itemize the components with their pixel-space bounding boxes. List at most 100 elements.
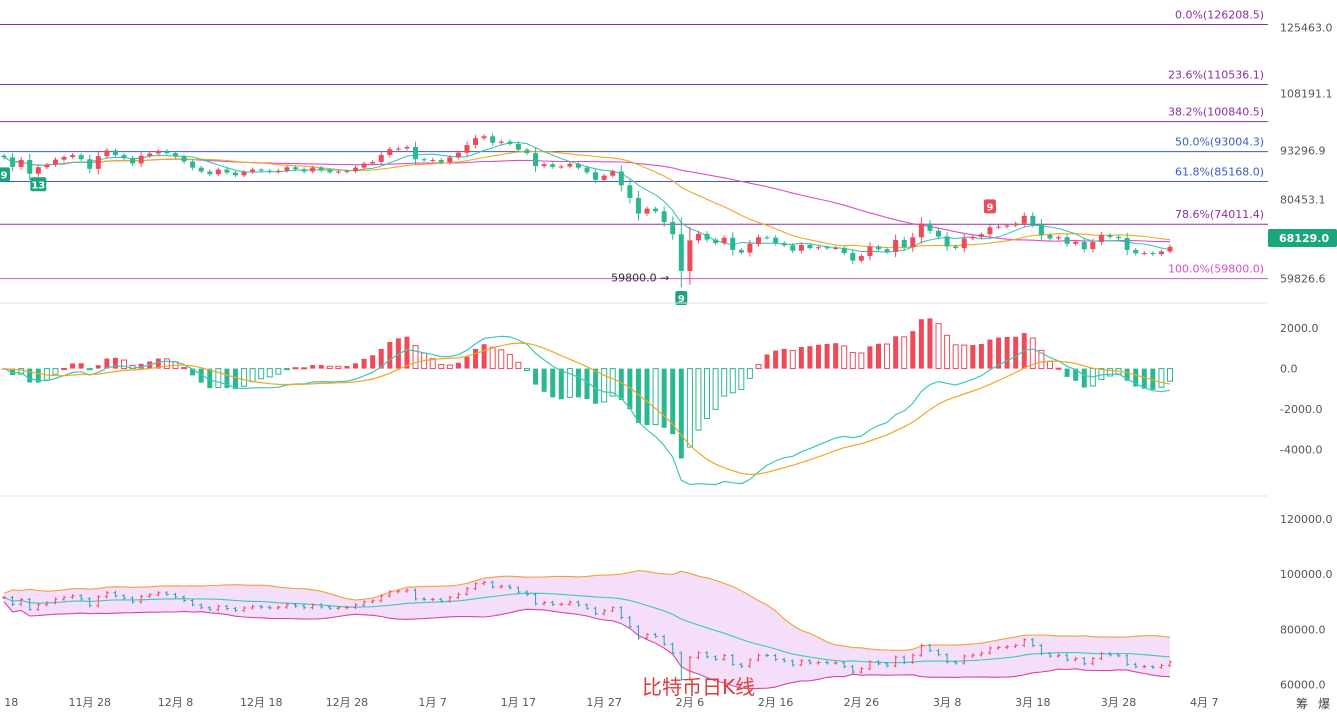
candle-body [515,143,521,150]
macd-bar [104,358,110,369]
price-y-tick: 80453.1 [1280,194,1326,207]
td-mark-label: 9 [678,294,685,305]
macd-bar [78,363,84,369]
macd-bar [61,367,68,370]
candle-body [507,141,513,144]
x-tick-label: 12月 8 [158,696,194,709]
macd-bar [292,367,299,370]
macd-bar [1167,368,1173,382]
candle-body [901,239,907,248]
bollinger-y-tick: 100000.0 [1280,568,1333,581]
candle-body [1,155,7,158]
candle-body [695,233,701,241]
candle-body [704,233,710,240]
macd-bar [695,368,702,431]
candle-body [438,160,444,163]
macd-bar [387,341,393,369]
candle-body [215,169,221,175]
price-tag: 68129.0 [1268,229,1337,247]
macd-bar [644,368,650,426]
td-mark: 9 [0,167,10,181]
macd-bar [70,363,76,369]
corner-mark-1[interactable]: 筹 [1296,697,1308,711]
candle-body [884,249,890,252]
candle-body [455,152,461,158]
candle-body [610,171,616,176]
macd-bar [1046,360,1053,370]
x-tick-label: 2月 16 [758,696,794,709]
td-mark-bg [0,167,10,182]
macd-y-tick: -2000.0 [1280,403,1322,416]
macd-bar [627,368,633,410]
macd-bar [541,368,547,392]
candle-body [678,234,684,271]
candle-body [1150,252,1156,255]
candle-body [747,243,753,253]
macd-bar [1081,368,1087,388]
macd-bar [996,337,1002,369]
candle-body [190,161,196,168]
candle-body [918,223,924,238]
macd-bar [1133,368,1139,387]
candle-body [893,239,899,252]
candle-body [361,163,367,168]
candle-body [524,149,530,154]
candle-body [70,155,76,157]
fib-label: 100.0%(59800.0) [1168,263,1264,276]
macd-panel[interactable] [1,318,1173,486]
price-y-tick: 108191.1 [1280,87,1333,100]
macd-bar [970,345,976,369]
candle-body [481,136,487,139]
fib-label: 0.0%(126208.5) [1175,9,1264,22]
macd-bar [781,348,787,369]
x-tick-label: 3月 28 [1101,696,1137,709]
candle-body [1133,249,1139,254]
candle-body [275,170,281,172]
td-mark-bg [30,177,47,192]
x-tick-label: 11月 28 [68,696,111,709]
candle-body [164,150,170,154]
x-tick-label: 2月 26 [844,696,880,709]
macd-bar [353,363,359,369]
candle-body [1081,241,1087,250]
candle-body [627,185,633,198]
candle-body [961,238,967,249]
macd-bar [798,346,804,369]
macd-bar [310,365,316,369]
candle-body [344,171,350,173]
bollinger-mid-line [3,592,1171,664]
macd-bar [704,368,711,420]
macd-bar [283,368,290,371]
macd-bar [987,339,993,369]
candle-body [781,243,787,246]
price-panel[interactable]: 59800.0 → 9 13 9 9 [0,133,1173,305]
macd-y-tick: 2000.0 [1280,322,1319,335]
macd-bar [515,361,522,370]
macd-bar [661,368,667,428]
candle-body [207,171,213,175]
macd-bar [266,368,273,378]
macd-bar [52,368,59,375]
candle-body [413,146,419,160]
candle-body [1098,235,1104,242]
candle-body [35,167,41,174]
candle-body [473,138,479,146]
macd-bar [550,368,556,398]
candle-body [267,170,273,172]
macd-bar [1038,349,1045,370]
candle-body [44,164,50,168]
candle-body [490,136,496,143]
macd-bar [601,368,608,403]
td-mark-label: 13 [31,180,45,191]
candle-body [936,230,942,237]
td-mark: 13 [30,177,47,192]
candle-body [567,163,573,167]
candle-body [1013,223,1019,226]
corner-mark-2[interactable]: 爆 [1318,697,1330,711]
macd-bar [232,368,238,390]
bollinger-panel[interactable] [2,569,1172,690]
candle-body [833,248,839,250]
candle-body [421,159,427,161]
macd-bar [1150,368,1156,390]
